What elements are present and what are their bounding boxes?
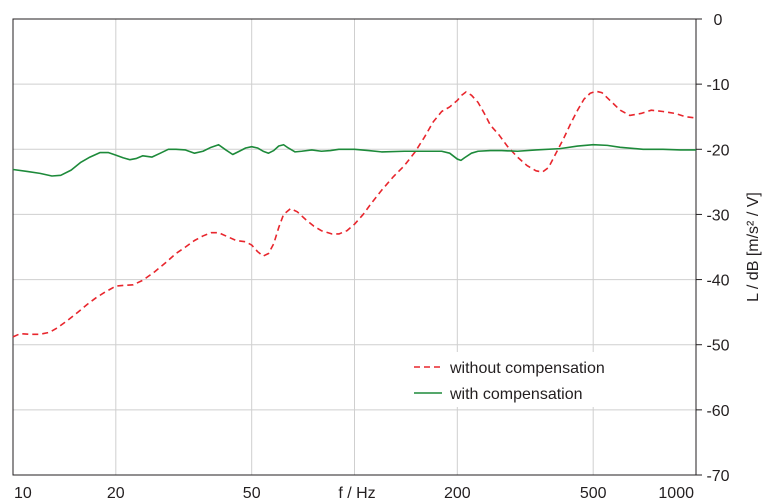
x-tick-label: 500 [580,485,607,501]
series-line-without-compensation [12,90,697,338]
x-axis-ticks: 10 20 50 200 500 1000 [14,485,694,501]
legend-label-with-compensation: with compensation [449,386,583,403]
legend-background [408,352,658,407]
y-tick-label: -60 [706,403,729,420]
legend-label-without-compensation: without compensation [449,360,605,377]
series-line-with-compensation [12,143,696,177]
x-tick-label: 50 [243,485,261,501]
x-tick-label: 20 [107,485,125,501]
y-axis-label: L / dB [m/s² / V] [745,192,762,302]
y-tick-label: -50 [706,338,729,355]
plot-frame [12,18,697,476]
y-axis-ticks: 0 -10 -20 -30 -40 -50 -60 -70 [696,12,730,485]
y-tick-label: -40 [706,273,729,290]
x-tick-label: 200 [444,485,471,501]
y-tick-label: -70 [706,468,729,485]
legend: without compensation with compensation [408,352,658,407]
y-tick-label: 0 [714,12,723,29]
y-tick-label: -30 [706,207,729,224]
x-tick-label: 10 [14,485,32,501]
y-tick-label: -10 [706,77,729,94]
series-layer [12,90,697,338]
x-tick-label: 1000 [658,485,694,501]
x-axis-label: f / Hz [338,485,375,501]
y-tick-label: -20 [706,142,729,159]
